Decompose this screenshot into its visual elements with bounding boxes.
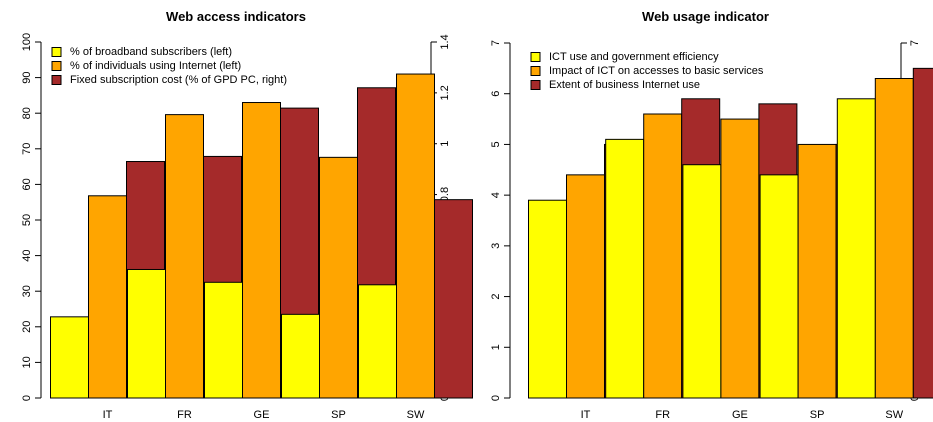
left-axis-tick-label: 6 (490, 91, 502, 97)
left-axis-tick-label: 70 (21, 143, 33, 155)
bar-fr-series-1 (165, 114, 204, 399)
x-axis-tick-label: FR (177, 409, 192, 421)
left-axis-tick-label: 3 (490, 243, 502, 249)
chart-panel-1: Web usage indicator0123456701234567ITFRG… (490, 9, 933, 421)
left-axis-tick-label: 4 (490, 192, 502, 198)
legend-swatch (51, 61, 62, 71)
bar-it-series-0 (50, 316, 89, 399)
x-axis-tick-label: GE (732, 409, 748, 421)
bar-it-series-1 (88, 195, 127, 399)
left-axis-tick-label: 1 (490, 344, 502, 350)
x-axis-tick-label: FR (655, 409, 670, 421)
x-axis-tick-label: SW (885, 409, 903, 421)
left-axis-tick-label: 20 (21, 321, 33, 333)
legend-entry: Impact of ICT on accesses to basic servi… (549, 65, 764, 77)
left-axis-tick-label: 80 (21, 107, 33, 119)
x-axis-tick-label: SP (331, 409, 346, 421)
left-axis-tick-label: 0 (21, 395, 33, 401)
legend-entry: Extent of business Internet use (549, 79, 700, 91)
right-axis-tick-label: 7 (909, 40, 921, 46)
chart-title: Web access indicators (166, 9, 306, 24)
x-axis-tick-label: GE (254, 409, 270, 421)
x-axis-tick-label: IT (103, 409, 113, 421)
right-axis-tick-label: 1.4 (439, 34, 451, 49)
bar-sp-series-1 (797, 143, 837, 399)
chart-title: Web usage indicator (642, 9, 769, 24)
bar-sw-series-2 (912, 67, 933, 399)
bar-sw-series-1 (874, 78, 914, 399)
left-axis-tick-label: 50 (21, 214, 33, 226)
left-axis-tick-label: 7 (490, 40, 502, 46)
bar-sw-series-0 (358, 284, 397, 399)
legend-swatch (530, 66, 541, 76)
left-axis-tick-label: 100 (21, 33, 33, 51)
bar-fr-series-1 (643, 113, 683, 399)
bar-sp-series-0 (759, 174, 799, 399)
bar-it-series-1 (566, 174, 605, 399)
legend-swatch (530, 52, 541, 62)
bar-fr-series-0 (605, 138, 645, 399)
left-axis-tick-label: 40 (21, 249, 33, 261)
legend-swatch (530, 80, 541, 90)
bar-ge-series-1 (720, 118, 760, 399)
bar-sp-series-1 (319, 156, 358, 399)
x-axis-tick-label: SW (407, 409, 425, 421)
left-axis-tick-label: 60 (21, 178, 33, 190)
legend-entry: ICT use and government efficiency (549, 51, 719, 63)
left-axis-tick-label: 5 (490, 141, 502, 147)
bar-ge-series-0 (682, 164, 722, 399)
right-axis-tick-label: 1 (439, 141, 451, 147)
bar-fr-series-0 (127, 268, 166, 399)
bar-ge-series-1 (242, 102, 281, 399)
legend-entry: % of individuals using Internet (left) (70, 60, 241, 72)
left-axis-tick-label: 30 (21, 285, 33, 297)
right-axis-tick-label: 0.8 (439, 187, 451, 202)
legend-swatch (51, 47, 62, 57)
left-axis-tick-label: 90 (21, 71, 33, 83)
bar-it-series-0 (528, 199, 567, 399)
right-axis-tick-label: 1.2 (439, 85, 451, 100)
bar-ge-series-0 (204, 281, 243, 399)
left-axis-tick-label: 2 (490, 294, 502, 300)
legend-entry: Fixed subscription cost (% of GPD PC, ri… (70, 74, 287, 86)
legend-swatch (51, 75, 62, 85)
x-axis-tick-label: IT (581, 409, 591, 421)
bar-sp-series-0 (281, 313, 320, 399)
left-axis-tick-label: 10 (21, 356, 33, 368)
legend-entry: % of broadband subscribers (left) (70, 46, 232, 58)
bar-sw-series-1 (396, 73, 435, 399)
bar-sw-series-2 (434, 199, 473, 399)
left-axis-tick-label: 0 (490, 395, 502, 401)
bar-sw-series-0 (836, 98, 876, 399)
x-axis-tick-label: SP (810, 409, 825, 421)
chart-panel-0: Web access indicators 0 10 20 30 40 50 60 70 80 90… (21, 9, 473, 421)
